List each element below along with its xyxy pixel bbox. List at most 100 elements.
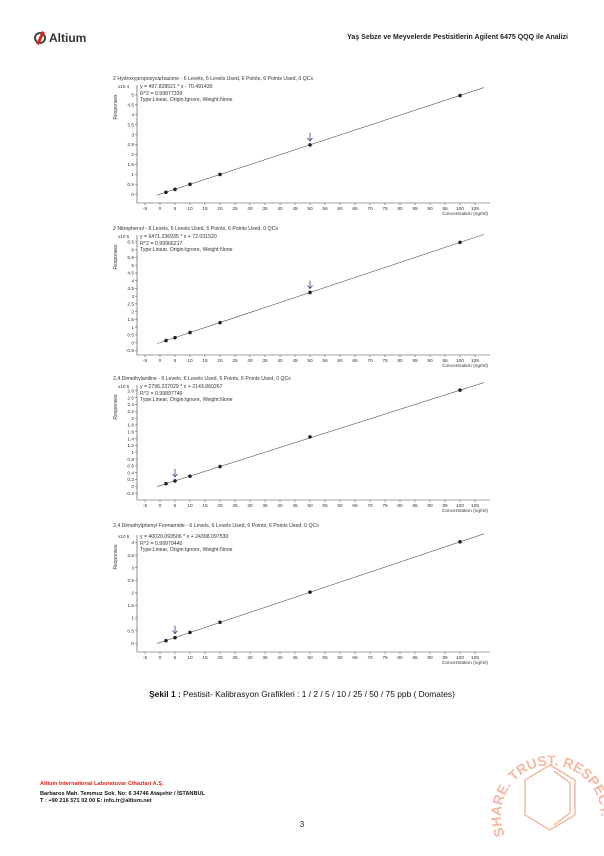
- fit-type: Type:Linear, Origin:Ignore, Weight:None: [140, 397, 233, 404]
- x-tick-label: 105: [471, 358, 479, 364]
- regression-equation: y = 497.828521 * x - 70.491430: [140, 84, 213, 90]
- y-tick-label: 1.5: [127, 603, 134, 609]
- x-tick-label: 75: [382, 655, 388, 661]
- x-tick-label: 35: [262, 358, 268, 364]
- x-tick-label: 90: [427, 503, 433, 509]
- r-squared: R^2 = 0.99877339: [140, 90, 183, 97]
- fit-type: Type:Linear, Origin:Ignore, Weight:None: [140, 97, 233, 104]
- y-tick-label: 2: [131, 152, 134, 158]
- y-tick-label: 6.5: [127, 240, 134, 246]
- x-tick-label: 10: [187, 503, 193, 509]
- fit-type: Type:Linear, Origin:Ignore, Weight:None: [140, 547, 233, 554]
- x-tick-label: 30: [247, 655, 253, 661]
- x-tick-label: 95: [442, 655, 448, 661]
- y-tick-label: 1: [131, 616, 134, 622]
- regression-line: [156, 87, 485, 196]
- x-tick-label: 60: [337, 206, 343, 212]
- x-tick-label: 30: [247, 503, 253, 509]
- y-tick-label: -0.2: [126, 491, 135, 497]
- y-tick-label: 5: [131, 263, 134, 269]
- x-tick-label: 55: [322, 358, 328, 364]
- x-tick-label: 20: [217, 206, 223, 212]
- x-tick-label: 35: [262, 655, 268, 661]
- chart-1: x10 4 Responses 0 0.5 1 1.5 2 2.5 3 3.5 4 4.5 5 -5 0 5 1…: [113, 84, 490, 217]
- x-tick-label: 15: [202, 358, 208, 364]
- y-tick-label: -0.5: [126, 348, 135, 354]
- y-tick-label: 2.2: [127, 409, 134, 415]
- chart-title: 2,4 Dimethylphenyl Formamide - 6 Levels,…: [113, 523, 319, 529]
- chart-3: x10 5Responses-0.200.20.40.60.811.21.41.…: [113, 382, 490, 514]
- y-tick-label: 2.6: [127, 395, 134, 401]
- x-tick-label: 35: [262, 206, 268, 212]
- chart-4: x10 6 Responses 0 0.5 1 1.5 2 2.5 3 3.5 4 -5 0 5 10 15 2…: [113, 533, 490, 666]
- x-tick-label: 65: [352, 503, 358, 509]
- x-tick-label: 55: [322, 503, 328, 509]
- y-tick-label: 1.2: [127, 443, 134, 449]
- x-tick-label: 50: [307, 655, 313, 661]
- x-tick-label: 55: [322, 206, 328, 212]
- y-tick-label: 2.5: [127, 142, 134, 148]
- r-squared: R^2 = 0.99966217: [140, 240, 183, 247]
- data-point: [218, 620, 222, 625]
- data-point: [458, 240, 462, 245]
- data-point: [173, 635, 177, 640]
- data-point: [188, 474, 192, 478]
- data-point: [173, 479, 177, 483]
- x-tick-label: 85: [412, 503, 418, 509]
- x-tick-label: 100: [456, 503, 464, 509]
- data-point: [218, 320, 222, 325]
- chart-2: x10 5Responses-0.500.511.522.533.544.555…: [113, 234, 490, 369]
- document-title: Yaş Sebze ve Meyvelerde Pestisitlerin Ag…: [347, 34, 568, 41]
- data-point: [308, 435, 312, 439]
- data-point: [164, 481, 168, 486]
- x-tick-label: 55: [322, 655, 328, 661]
- x-tick-label: 85: [412, 206, 418, 212]
- x-tick-label: 10: [187, 655, 193, 661]
- y-tick-label: 3: [131, 294, 134, 300]
- y-tick-label: 1.8: [127, 423, 134, 429]
- y-tick-label: 2.5: [127, 578, 134, 584]
- x-tick-label: 40: [277, 503, 283, 509]
- x-tick-label: 65: [352, 655, 358, 661]
- data-point: [188, 630, 192, 635]
- x-tick-label: 70: [367, 206, 373, 212]
- data-point: [164, 190, 168, 195]
- y-tick-label: 3: [131, 132, 134, 138]
- y-tick-label: 0.5: [127, 628, 134, 634]
- x-tick-label: 45: [292, 358, 298, 364]
- x-tick-label: 5: [174, 206, 177, 212]
- y-tick-label: 1.6: [127, 429, 134, 435]
- data-point: [164, 338, 168, 343]
- x-tick-label: 0: [159, 358, 162, 364]
- x-tick-label: 40: [277, 358, 283, 364]
- altium-logo-icon: [34, 32, 46, 44]
- x-tick-label: 85: [412, 358, 418, 364]
- y-axis-label: Responses: [113, 244, 119, 270]
- x-tick-label: 20: [217, 358, 223, 364]
- x-tick-label: 15: [202, 503, 208, 509]
- x-tick-label: 65: [352, 206, 358, 212]
- regression-line: [156, 533, 485, 644]
- y-tick-label: 5: [131, 93, 134, 99]
- data-point: [308, 290, 312, 295]
- x-tick-label: 50: [307, 206, 313, 212]
- x-axis-label: Concentration (ng/ml): [442, 363, 489, 369]
- x-tick-label: 65: [352, 358, 358, 364]
- data-point: [458, 388, 462, 392]
- y-tick-label: 3.5: [127, 122, 134, 128]
- chart-title: 2,4 Dimethylaniline - 6 Levels, 6 Levels…: [113, 376, 291, 382]
- footer-address: Barbaros Mah. Temmuz Sok. No: 6 34746 At…: [40, 791, 205, 797]
- data-point: [458, 539, 462, 544]
- y-tick-label: 0: [131, 484, 134, 490]
- footer-contact: T : +90 216 571 02 00 E: info.tr@altium.…: [40, 798, 152, 804]
- selected-point-arrow-icon: [172, 468, 178, 478]
- x-tick-label: 5: [174, 655, 177, 661]
- x-tick-label: 105: [471, 503, 479, 509]
- y-tick-label: 4.5: [127, 103, 134, 109]
- y-tick-label: 2.5: [127, 302, 134, 308]
- x-tick-label: -5: [143, 503, 148, 509]
- x-tick-label: 5: [174, 503, 177, 509]
- y-tick-label: 2.8: [127, 389, 134, 395]
- arrow-head: [307, 137, 313, 142]
- x-tick-label: 45: [292, 503, 298, 509]
